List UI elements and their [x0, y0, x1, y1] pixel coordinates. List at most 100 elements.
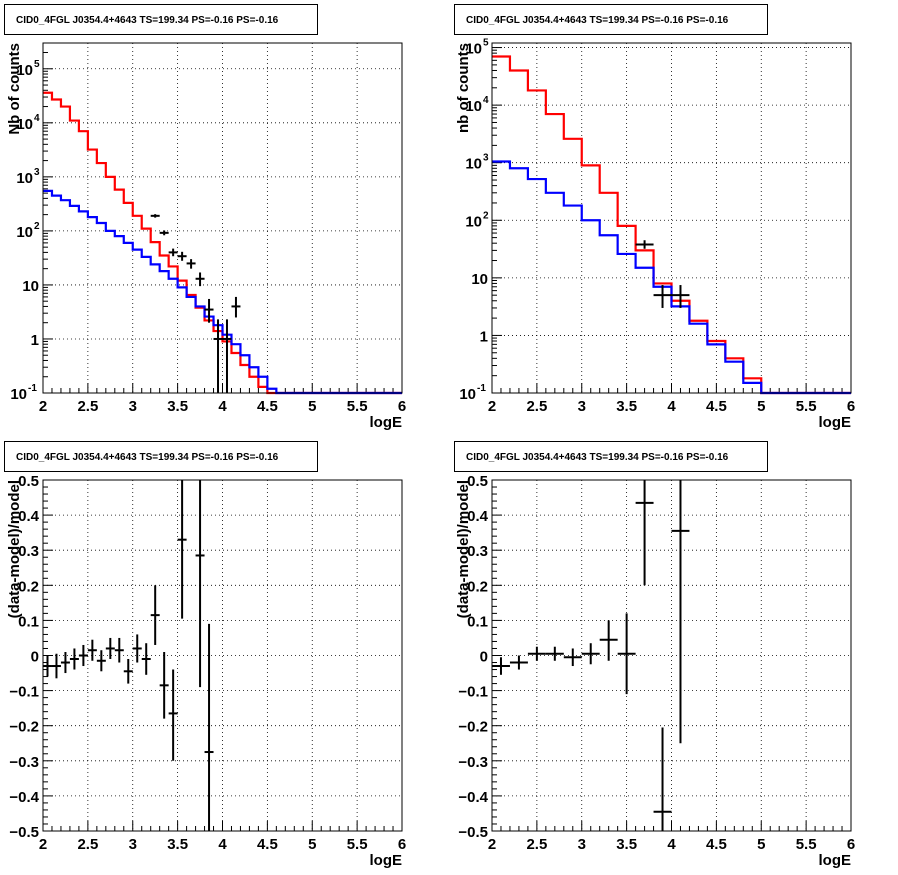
- y-tick-label: −0.2: [9, 719, 39, 736]
- data-point: [123, 659, 133, 684]
- chart-title-box: [4, 441, 318, 472]
- y-tick-label: 0.1: [467, 613, 488, 630]
- data-point: [69, 648, 79, 670]
- chart-title-box: [454, 441, 768, 472]
- x-tick-label: 4.5: [257, 836, 278, 853]
- y-tick-label: 10: [10, 386, 27, 403]
- y-tick-label: 0: [480, 649, 488, 666]
- data-point: [617, 613, 636, 695]
- series-data-points: [492, 480, 690, 831]
- x-tick-label: 6: [847, 836, 855, 853]
- data-point: [96, 650, 106, 672]
- y-axis-label: (data-model)/model: [455, 480, 472, 618]
- x-tick-label: 5: [757, 836, 765, 853]
- data-point: [653, 285, 672, 308]
- x-tick-label: 3: [578, 836, 586, 853]
- grid: [492, 480, 851, 831]
- data-point: [545, 646, 564, 661]
- x-tick-label: 3.5: [167, 836, 188, 853]
- chart-panel-3: CID0_4FGL J0354.4+4643 TS=199.34 PS=-0.1…: [4, 441, 406, 869]
- plot-frame: [42, 42, 403, 394]
- x-tick-label: 4: [218, 836, 227, 853]
- data-point: [204, 298, 214, 323]
- data-point: [60, 651, 70, 674]
- chart-title-box: [4, 4, 318, 35]
- y-tick-label: 0.2: [18, 578, 39, 595]
- y-tick-label: 0.4: [467, 508, 489, 525]
- data-point: [150, 585, 160, 645]
- y-tick-label-exponent: 3: [483, 153, 489, 164]
- plot-frame: [491, 479, 852, 832]
- y-tick-label: −0.3: [458, 754, 488, 771]
- y-tick-label: 10: [465, 98, 482, 115]
- y-tick-label: 0.2: [467, 578, 488, 595]
- x-axis-label: logE: [370, 414, 403, 431]
- data-point: [186, 259, 196, 269]
- data-point: [671, 480, 690, 744]
- chart-title: CID0_4FGL J0354.4+4643 TS=199.34 PS=-0.1…: [466, 452, 729, 463]
- data-point: [177, 480, 187, 619]
- minor-ticks: [491, 47, 852, 394]
- data-point: [509, 655, 528, 670]
- x-tick-label: 5.5: [796, 836, 817, 853]
- y-tick-label-exponent: 5: [483, 38, 489, 49]
- y-tick-label: 10: [16, 116, 33, 133]
- data-point: [635, 240, 654, 249]
- y-tick-label: 10: [16, 62, 33, 79]
- y-tick-label-exponent: 5: [34, 59, 40, 70]
- y-tick-label: 0.4: [18, 508, 40, 525]
- grid: [43, 480, 402, 831]
- y-tick-label-exponent: 4: [483, 95, 489, 106]
- data-point: [43, 655, 52, 677]
- data-point: [581, 643, 600, 665]
- y-tick-label: 10: [465, 41, 482, 58]
- y-tick-label: −0.4: [458, 789, 488, 806]
- x-tick-label: 5.5: [796, 398, 817, 415]
- chart-panel-4: CID0_4FGL J0354.4+4643 TS=199.34 PS=-0.1…: [454, 441, 855, 869]
- x-tick-label: 3: [129, 836, 137, 853]
- series-data-points: [43, 480, 214, 831]
- data-point: [653, 727, 672, 831]
- y-tick-label-exponent: 3: [34, 167, 40, 178]
- data-point: [159, 230, 169, 236]
- y-tick-label: 0.3: [467, 543, 488, 560]
- data-point: [177, 251, 187, 261]
- y-tick-label-exponent: -1: [28, 383, 37, 394]
- data-point: [78, 644, 88, 667]
- data-point: [204, 623, 214, 831]
- plot-frame: [42, 479, 403, 832]
- y-tick-label: 0.3: [18, 543, 39, 560]
- data-point: [141, 643, 151, 675]
- data-point: [635, 480, 654, 586]
- y-tick-label: 0.1: [18, 613, 39, 630]
- x-tick-label: 5: [308, 836, 316, 853]
- x-tick-label: 4.5: [706, 398, 727, 415]
- x-tick-label: 3: [578, 398, 586, 415]
- x-tick-label: 2.5: [77, 398, 98, 415]
- y-tick-label: 10: [465, 156, 482, 173]
- y-tick-label: −0.5: [9, 824, 39, 841]
- y-tick-label: 10: [471, 271, 488, 288]
- x-tick-label: 2: [488, 836, 496, 853]
- data-point: [231, 296, 241, 318]
- y-tick-label-exponent: 2: [483, 210, 489, 221]
- x-tick-label: 2: [488, 398, 496, 415]
- data-point: [168, 669, 178, 761]
- y-tick-label: 0.5: [18, 473, 39, 490]
- y-tick-label: 0.5: [467, 473, 488, 490]
- x-tick-label: 4: [218, 398, 227, 415]
- chart-title: CID0_4FGL J0354.4+4643 TS=199.34 PS=-0.1…: [16, 15, 279, 26]
- chart-title: CID0_4FGL J0354.4+4643 TS=199.34 PS=-0.1…: [16, 452, 279, 463]
- x-axis-label: logE: [819, 414, 852, 431]
- x-tick-label: 2: [39, 398, 47, 415]
- x-tick-label: 4: [667, 836, 676, 853]
- x-tick-label: 4: [667, 398, 676, 415]
- data-point: [159, 651, 169, 719]
- chart-panel-2: CID0_4FGL J0354.4+4643 TS=199.34 PS=-0.1…: [454, 4, 855, 431]
- y-tick-label: −0.2: [458, 719, 488, 736]
- y-tick-label-exponent: 4: [34, 113, 40, 124]
- x-tick-label: 2.5: [526, 398, 547, 415]
- data-point: [168, 248, 178, 257]
- x-tick-label: 2: [39, 836, 47, 853]
